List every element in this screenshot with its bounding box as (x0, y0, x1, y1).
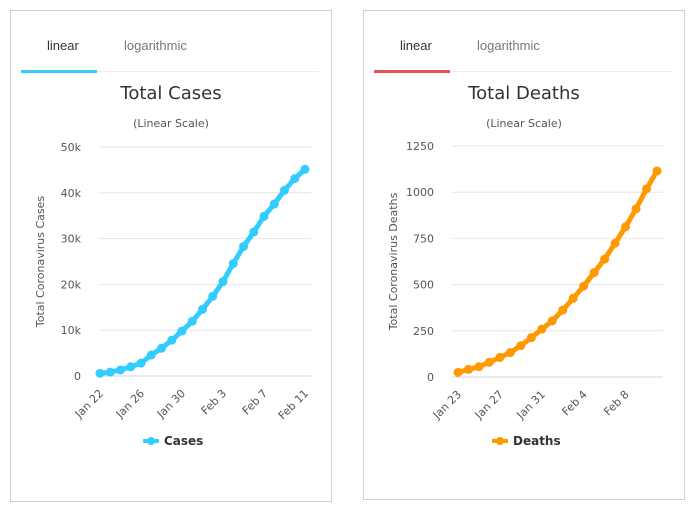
data-point (568, 293, 578, 303)
y-axis-title: Total Coronavirus Cases (34, 196, 47, 329)
chart-subtitle: (Linear Scale) (133, 117, 209, 130)
chart-subtitle: (Linear Scale) (486, 117, 562, 130)
data-point (547, 316, 557, 326)
tab-logarithmic[interactable]: logarithmic (124, 38, 187, 53)
active-tab-indicator (21, 70, 97, 73)
tab-linear[interactable]: linear (47, 38, 79, 53)
deaths-chart: Total Deaths (Linear Scale) 0 250 500 750 1000… (387, 83, 663, 448)
data-point (136, 358, 146, 368)
y-tick-label: 500 (413, 279, 434, 292)
data-point (239, 241, 248, 251)
x-tick-label: Jan 31 (514, 388, 548, 422)
x-tick-label: Jan 27 (472, 388, 506, 422)
data-point (537, 324, 547, 334)
data-point (642, 184, 652, 194)
data-point (484, 357, 494, 367)
data-point (228, 259, 238, 269)
y-tick-label: 20k (61, 278, 82, 291)
x-tick-label: Feb 11 (276, 387, 311, 422)
data-point (208, 291, 218, 301)
data-point (126, 362, 136, 372)
y-tick-label: 10k (61, 324, 82, 337)
data-point (105, 367, 115, 377)
data-point (589, 268, 599, 278)
data-point (198, 304, 207, 314)
data-point (218, 277, 228, 287)
data-point (290, 174, 300, 184)
scale-tabs: linear logarithmic (374, 38, 672, 72)
legend-marker (496, 437, 504, 445)
cases-chart-card: linear logarithmic Total Cases (Linear Sc… (10, 10, 332, 502)
scale-tabs: linear logarithmic (21, 38, 319, 72)
y-tick-label: 1000 (406, 186, 434, 199)
legend-label: Cases (164, 434, 203, 448)
y-axis-title: Total Coronavirus Deaths (387, 192, 400, 331)
x-tick-label: Feb 7 (240, 387, 270, 417)
data-point (495, 352, 505, 362)
legend-label: Deaths (513, 434, 561, 448)
data-point (177, 326, 187, 336)
y-tick-label: 1250 (406, 140, 434, 153)
data-point (269, 199, 279, 209)
data-point (259, 211, 269, 221)
legend-marker (147, 437, 155, 445)
data-point (167, 335, 177, 345)
data-point (187, 316, 197, 326)
legend[interactable]: Cases (143, 434, 203, 448)
deaths-chart-card: linear logarithmic Total Deaths (Linear S… (363, 10, 685, 500)
y-tick-label: 30k (61, 233, 82, 246)
y-tick-label: 250 (413, 325, 434, 338)
y-tick-label: 40k (61, 187, 82, 200)
tab-linear[interactable]: linear (400, 38, 432, 53)
data-point (516, 341, 526, 351)
data-point (453, 367, 463, 377)
y-tick-label: 0 (74, 370, 81, 383)
data-point (558, 305, 568, 315)
data-point (621, 222, 631, 232)
data-point (463, 364, 473, 374)
data-point (652, 166, 662, 176)
data-point (116, 365, 125, 375)
data-point (280, 185, 289, 195)
data-point (146, 350, 156, 360)
x-tick-label: Jan 22 (72, 387, 106, 421)
y-tick-label: 50k (61, 141, 82, 154)
data-point (505, 348, 515, 358)
data-point (157, 343, 166, 353)
data-point (526, 333, 536, 343)
data-point (631, 204, 641, 214)
data-point (95, 368, 105, 378)
chart-title: Total Deaths (467, 83, 580, 104)
x-tick-label: Feb 3 (199, 387, 229, 417)
y-tick-label: 750 (413, 232, 434, 245)
cases-chart: Total Cases (Linear Scale) 0 10k 20k 30k 40k 50… (34, 83, 311, 448)
data-point (249, 227, 259, 237)
legend[interactable]: Deaths (492, 434, 561, 448)
data-point (610, 238, 620, 248)
y-tick-label: 0 (427, 371, 434, 384)
series-line (455, 168, 660, 375)
data-point (600, 254, 610, 264)
x-tick-label: Jan 30 (154, 387, 188, 421)
tab-logarithmic[interactable]: logarithmic (477, 38, 540, 53)
active-tab-indicator (374, 70, 450, 73)
data-point (474, 362, 484, 372)
x-tick-label: Jan 23 (430, 388, 464, 422)
data-point (300, 164, 310, 174)
x-tick-label: Feb 4 (559, 388, 589, 418)
data-point (579, 281, 589, 291)
x-tick-label: Jan 26 (113, 387, 147, 421)
x-tick-label: Feb 8 (601, 388, 631, 418)
chart-title: Total Cases (119, 83, 221, 104)
